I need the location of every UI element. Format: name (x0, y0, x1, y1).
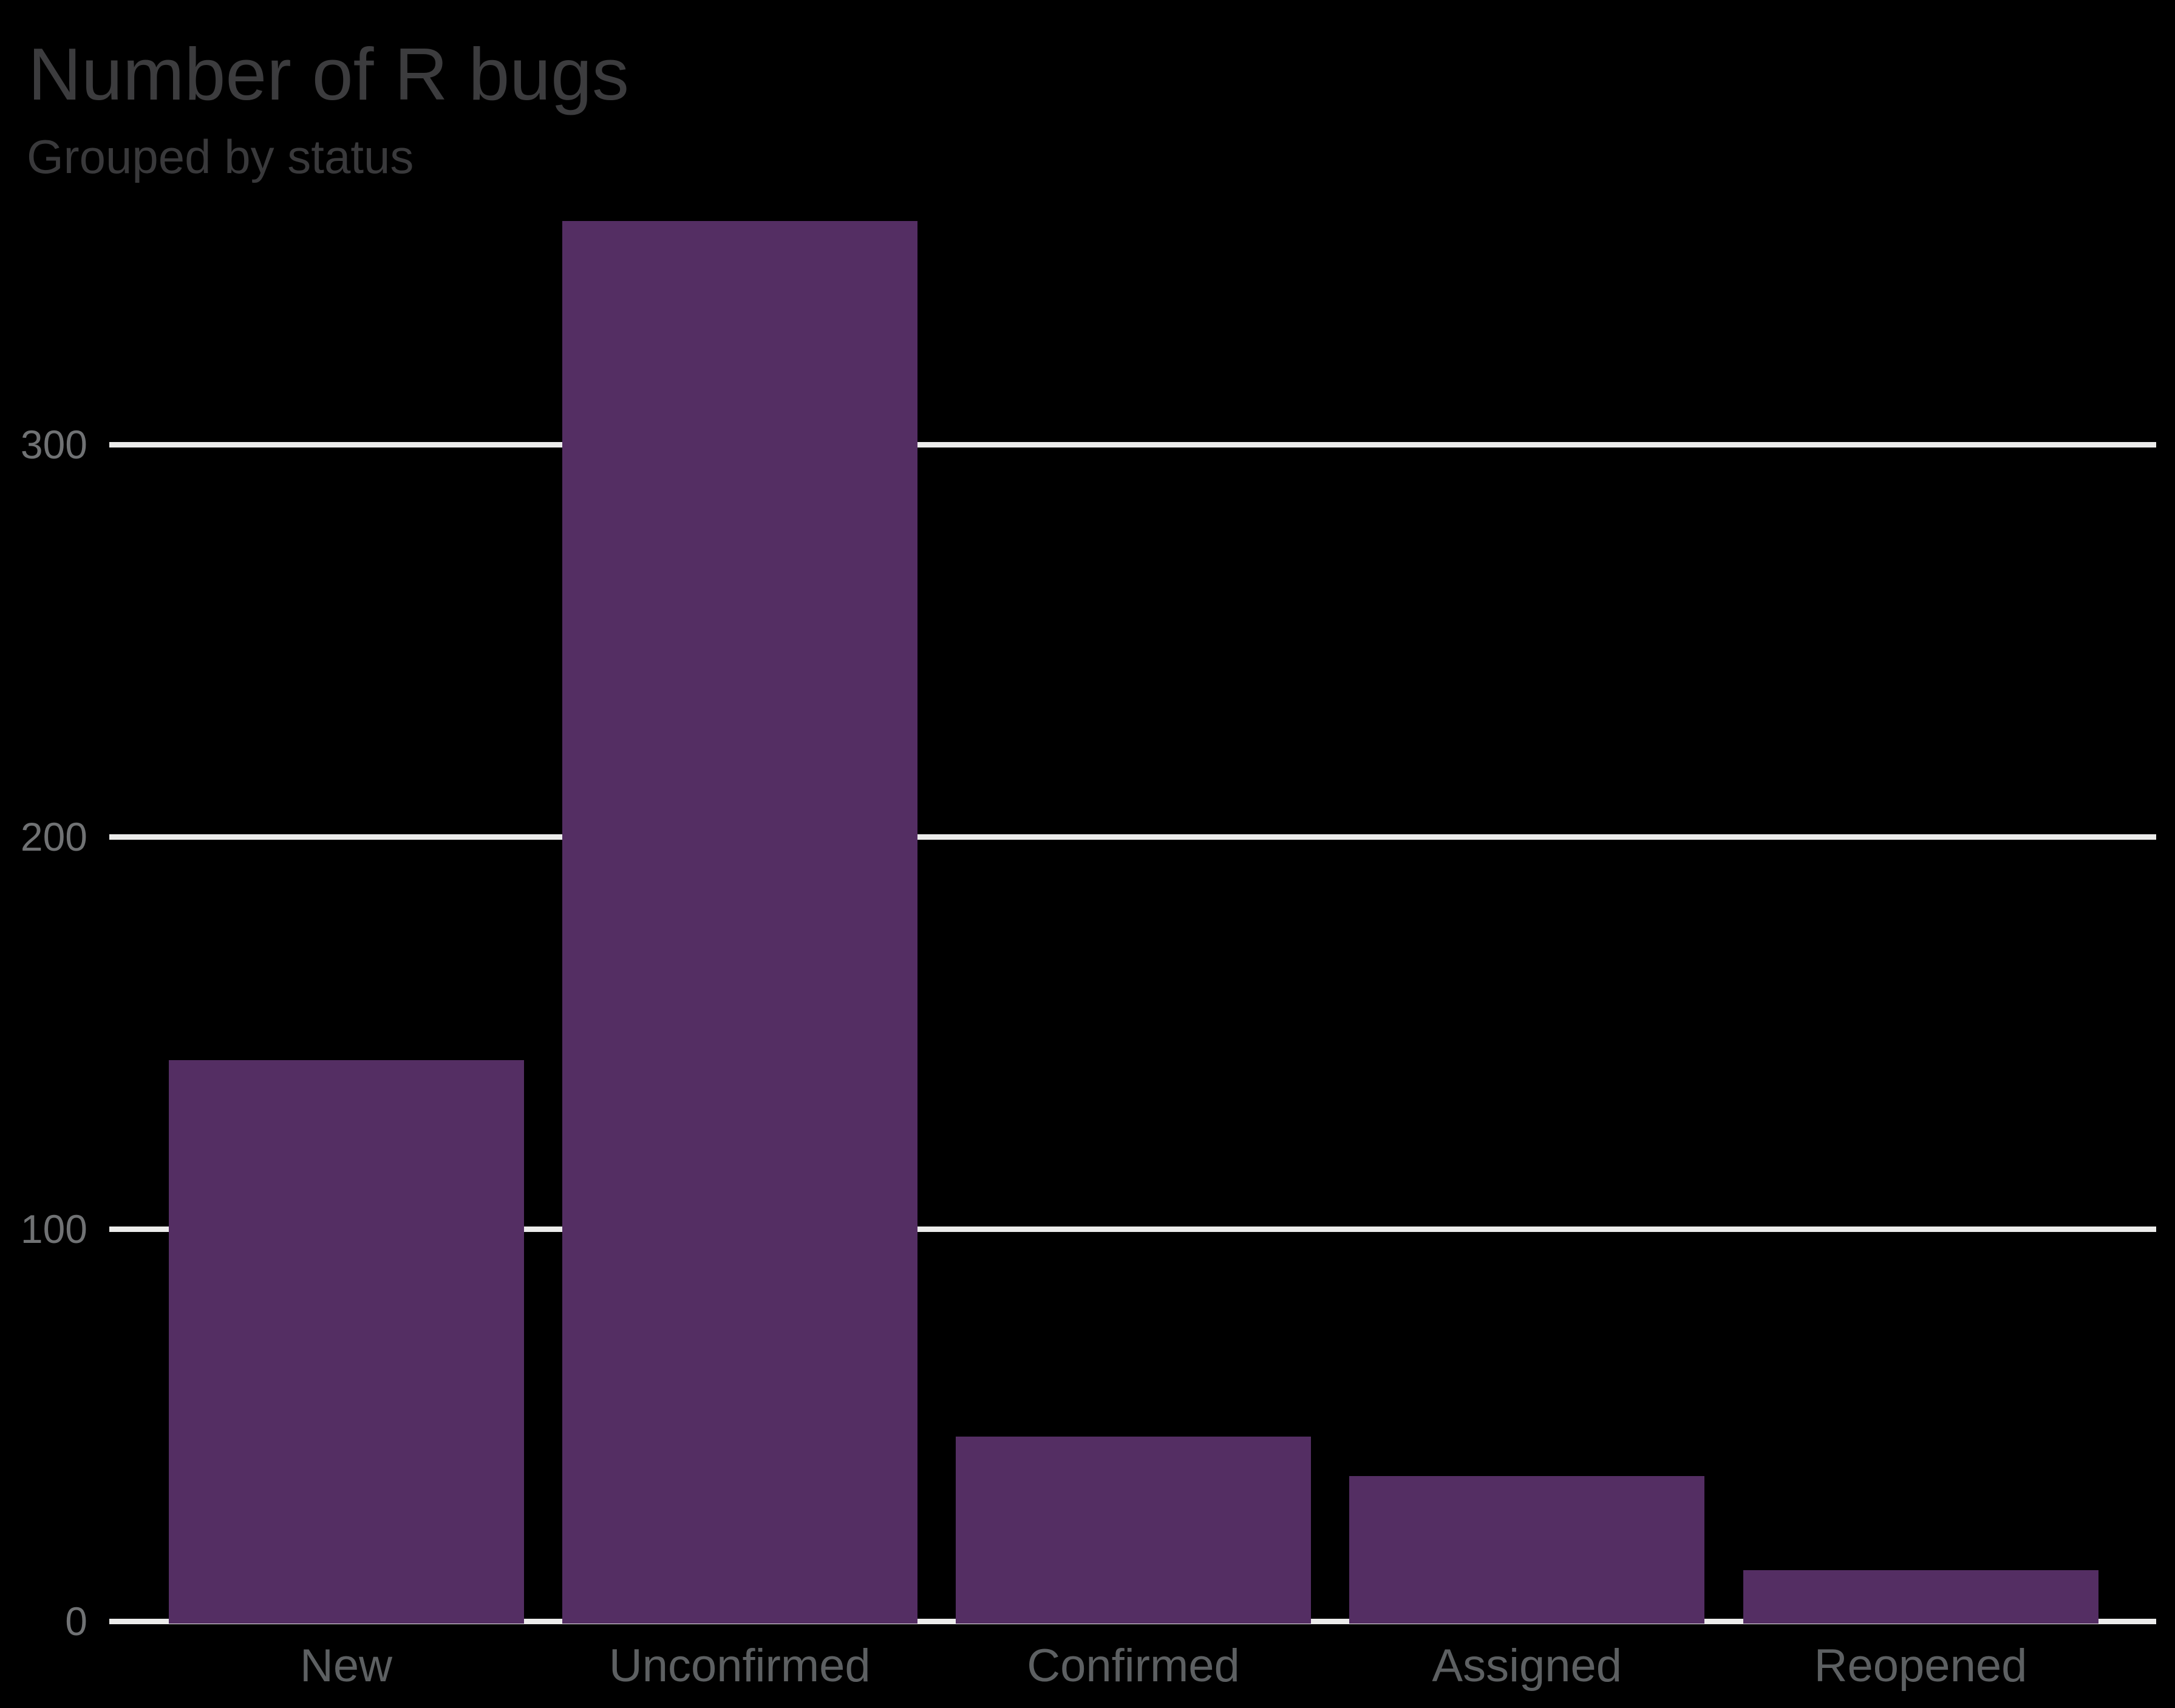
chart-title: Number of R bugs (28, 33, 629, 115)
chart-subtitle: Grouped by status (27, 130, 414, 183)
bar-unconfirmed (562, 220, 917, 1624)
y-tick-label-300: 300 (20, 422, 87, 467)
x-category-label-confirmed: Confirmed (1027, 1640, 1240, 1692)
bar-assigned (1349, 1475, 1705, 1624)
x-category-label-assigned: Assigned (1432, 1640, 1622, 1692)
y-tick-label-100: 100 (20, 1206, 87, 1251)
x-category-label-new: New (299, 1640, 393, 1692)
bar-reopened (1743, 1570, 2098, 1624)
bar-new (168, 1060, 524, 1624)
y-gridline-200 (109, 834, 2156, 840)
bar-confirmed (956, 1437, 1311, 1624)
y-gridline-300 (109, 441, 2156, 447)
x-category-label-unconfirmed: Unconfirmed (608, 1640, 871, 1692)
x-category-label-reopened: Reopened (1814, 1640, 2027, 1692)
y-gridline-100 (109, 1226, 2156, 1232)
y-tick-label-200: 200 (20, 814, 87, 859)
y-tick-label-0: 0 (65, 1599, 87, 1644)
